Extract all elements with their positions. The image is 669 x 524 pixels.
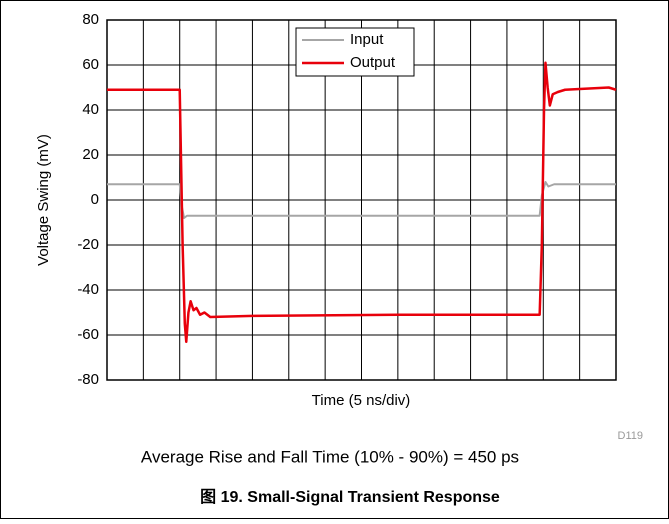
y-axis-label: Voltage Swing (mV): [35, 134, 52, 266]
y-tick-label: -40: [77, 281, 99, 298]
series-line: [107, 61, 617, 343]
chart-title: 图 19. Small-Signal Transient Response: [200, 488, 500, 506]
y-tick-label: 80: [82, 11, 99, 28]
subtitle: Average Rise and Fall Time (10% - 90%) =…: [141, 447, 519, 466]
y-tick-label: -60: [77, 326, 99, 343]
y-tick-label: 60: [82, 56, 99, 73]
figure-code: D119: [618, 430, 643, 442]
legend-box: [295, 27, 415, 77]
plot-border: [106, 19, 617, 381]
y-tick-label: -20: [77, 236, 99, 253]
y-tick-label: 0: [91, 191, 99, 208]
legend-label: Input: [350, 31, 384, 48]
x-axis-label: Time (5 ns/div): [312, 392, 411, 409]
legend-label: Output: [350, 54, 396, 71]
y-tick-label: 40: [82, 101, 99, 118]
y-tick-label: -80: [77, 371, 99, 388]
y-tick-label: 20: [82, 146, 99, 163]
